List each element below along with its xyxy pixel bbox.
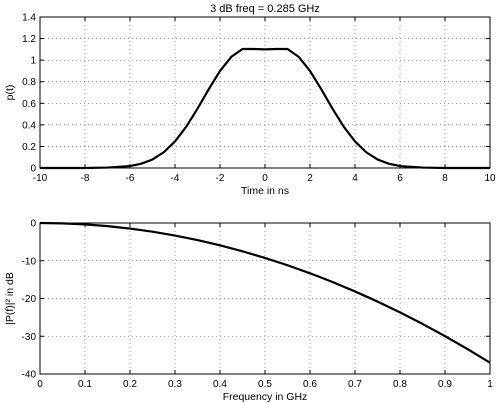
y-tick-label: -40 xyxy=(22,370,37,381)
x-tick-label: 2 xyxy=(307,173,313,184)
x-tick-label: 0 xyxy=(37,379,43,390)
x-tick-label: 0.5 xyxy=(258,379,272,390)
x-tick-label: 0 xyxy=(262,173,268,184)
y-tick-label: 0 xyxy=(30,164,36,175)
x-tick-label: 0.2 xyxy=(123,379,137,390)
y-tick-label: 0.2 xyxy=(22,142,36,153)
x-tick-label: 0.6 xyxy=(303,379,317,390)
x-tick-label: 4 xyxy=(352,173,358,184)
chart-1: -10 -8 -6 -4 -2 0 2 4 6 8 10 0 0.2 0.4 0.6 0.8 1 1.2 1.4 3 … xyxy=(4,3,496,197)
y-tick-label: -30 xyxy=(22,332,37,343)
chart-title: 3 dB freq = 0.285 GHz xyxy=(210,3,320,15)
y-tick-label: -10 xyxy=(22,256,37,267)
chart-2: 0 0.1 0.2 0.3 0.4 0.5 0.6 0.7 0.8 0.9 1 -40 -30 -20 -1… xyxy=(4,219,493,403)
y-tick-label: 1 xyxy=(30,56,36,67)
y-tick-label: 1.4 xyxy=(22,13,36,24)
x-tick-label: 0.8 xyxy=(393,379,407,390)
series-line xyxy=(39,221,491,364)
x-tick-label: -6 xyxy=(126,173,135,184)
x-tick-label: -2 xyxy=(216,173,225,184)
y-axis-label: p(t) xyxy=(4,85,16,101)
x-tick-label: 10 xyxy=(484,173,496,184)
series-line xyxy=(40,47,490,170)
x-axis-label: Time in ns xyxy=(241,185,289,197)
y-tick-label: 0.4 xyxy=(22,120,36,131)
y-axis-label: |P(f)|² in dB xyxy=(4,272,16,325)
plot-area xyxy=(39,16,491,169)
x-tick-label: 0.3 xyxy=(168,379,182,390)
y-tick-label: 1.2 xyxy=(22,34,36,45)
y-tick-label: 0.8 xyxy=(22,77,36,88)
x-tick-label: 6 xyxy=(397,173,403,184)
y-tick-label: -20 xyxy=(22,294,37,305)
x-tick-label: 8 xyxy=(442,173,448,184)
x-tick-label: 0.7 xyxy=(348,379,362,390)
x-tick-label: -10 xyxy=(33,173,48,184)
plot-area xyxy=(39,222,491,375)
x-tick-label: 0.4 xyxy=(213,379,227,390)
x-tick-label: 0.9 xyxy=(438,379,452,390)
y-tick-label: 0.6 xyxy=(22,99,36,110)
y-tick-label: 0 xyxy=(30,219,36,230)
x-tick-label: 0.1 xyxy=(78,379,92,390)
x-tick-label: -4 xyxy=(171,173,180,184)
x-tick-label: 1 xyxy=(487,379,493,390)
x-axis-label: Frequency in GHz xyxy=(223,391,308,403)
x-tick-label: -8 xyxy=(81,173,90,184)
